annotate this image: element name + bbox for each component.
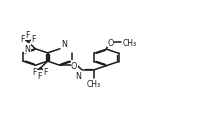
Text: O: O bbox=[71, 61, 77, 70]
Text: F: F bbox=[20, 35, 24, 44]
Text: F: F bbox=[31, 35, 35, 44]
Text: N: N bbox=[75, 71, 81, 80]
Text: F: F bbox=[25, 31, 29, 40]
Text: CH₃: CH₃ bbox=[87, 79, 101, 88]
Text: O: O bbox=[107, 38, 114, 47]
Text: N: N bbox=[61, 40, 67, 49]
Text: F: F bbox=[32, 67, 37, 76]
Text: N: N bbox=[24, 44, 30, 53]
Text: CH₃: CH₃ bbox=[123, 38, 137, 47]
Text: F: F bbox=[37, 71, 42, 80]
Text: F: F bbox=[43, 67, 48, 76]
